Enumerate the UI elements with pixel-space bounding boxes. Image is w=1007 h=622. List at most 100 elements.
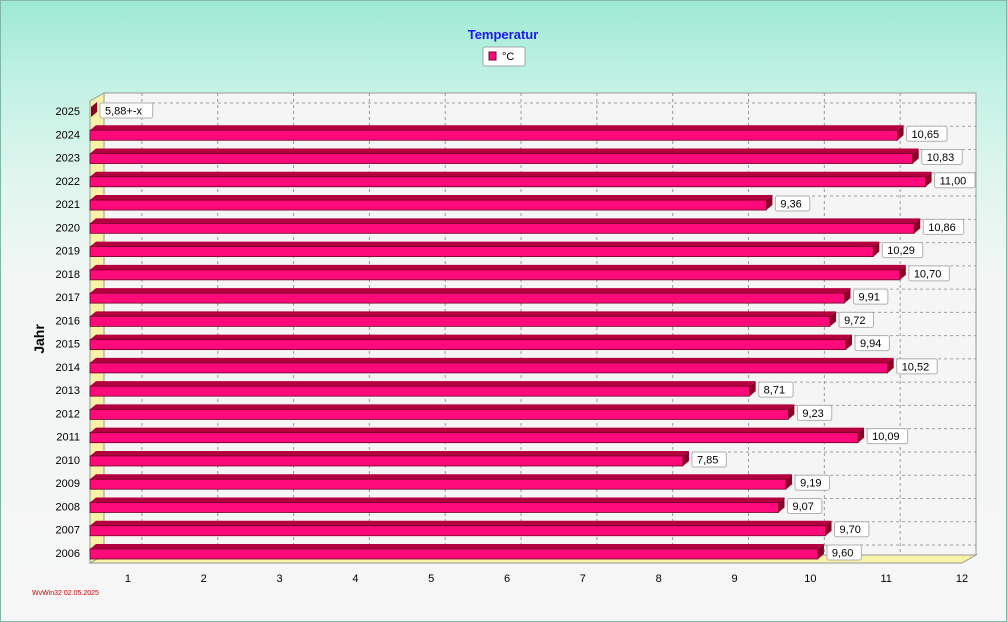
- y-tick-label: 2011: [56, 432, 80, 444]
- x-tick-label: 6: [504, 573, 510, 585]
- y-tick-label: 2022: [56, 176, 80, 188]
- data-label-box: [826, 544, 862, 561]
- data-label-text: 9,07: [793, 501, 814, 513]
- bar-top-face: [90, 474, 793, 480]
- data-label-box: [854, 335, 890, 352]
- bar-top-face: [90, 520, 832, 526]
- bar-series: [89, 102, 932, 560]
- data-label: 9,07: [787, 497, 823, 514]
- bar-top-face: [90, 381, 756, 387]
- bar-end-face: [830, 311, 837, 327]
- bar: [89, 148, 919, 164]
- data-label-box: [774, 195, 811, 212]
- y-tick-label: 2006: [56, 548, 80, 560]
- data-label-box: [906, 125, 948, 142]
- data-label: 10,70: [908, 265, 950, 282]
- bar-front-face: [89, 385, 751, 397]
- data-label-text: 5,88+-x: [105, 106, 142, 118]
- data-label: 9,19: [794, 474, 830, 491]
- bar-top-face: [90, 241, 880, 247]
- y-tick-label: 2014: [56, 362, 80, 374]
- data-label-box: [838, 311, 874, 328]
- x-tick-label: 2: [201, 573, 207, 585]
- data-label-box: [99, 102, 154, 119]
- data-label-text: 9,23: [802, 408, 823, 420]
- bar-front-face: [89, 315, 831, 327]
- data-label: 10,09: [866, 428, 909, 445]
- bar-top-face: [90, 125, 904, 131]
- data-label-text: 11,00: [940, 175, 967, 187]
- bar-end-face: [887, 357, 894, 373]
- y-tick-label: 2015: [56, 339, 80, 351]
- data-label-text: 10,29: [887, 245, 915, 257]
- bar-end-face: [899, 264, 906, 280]
- bar: [89, 544, 824, 560]
- bar-end-face: [845, 334, 852, 350]
- bar-top-face: [90, 450, 689, 456]
- bar: [89, 334, 852, 351]
- bar-top-face: [90, 334, 852, 340]
- bar-top-face: [90, 311, 837, 317]
- data-label-box: [758, 381, 794, 398]
- bar-front-face: [89, 362, 889, 374]
- bar-end-face: [925, 171, 932, 187]
- data-label-text: 9,19: [800, 478, 821, 490]
- bar-end-face: [914, 218, 921, 234]
- data-label: 9,91: [852, 288, 889, 305]
- bar-end-face: [912, 148, 919, 164]
- data-label-text: 7,85: [697, 454, 718, 466]
- data-label-box: [834, 521, 870, 538]
- y-tick-label: 2016: [56, 315, 80, 327]
- data-label-text: 10,70: [914, 268, 942, 280]
- bar-end-face: [788, 404, 795, 420]
- bar-front-face: [89, 199, 767, 211]
- y-tick-label: 2018: [56, 269, 80, 281]
- data-label-box: [787, 497, 823, 514]
- bar-end-face: [682, 450, 689, 466]
- x-tick-label: 7: [580, 573, 586, 585]
- bar: [89, 171, 932, 188]
- data-label-box: [934, 172, 976, 189]
- bar: [89, 427, 865, 444]
- bar-end-face: [749, 381, 756, 397]
- chart-title: Temperatur: [468, 27, 539, 42]
- bar-top-face: [90, 264, 906, 270]
- bar: [89, 241, 880, 257]
- data-label-text: 9,70: [840, 524, 861, 536]
- bar-end-face: [858, 427, 865, 443]
- bar-front-face: [89, 129, 898, 141]
- bar-front-face: [89, 292, 845, 304]
- data-label-box: [852, 288, 889, 305]
- data-label: 7,85: [691, 451, 727, 468]
- bar-end-face: [817, 544, 824, 559]
- bar-top-face: [90, 497, 785, 503]
- bar-top-face: [90, 404, 795, 410]
- bar: [89, 357, 894, 374]
- bar-end-face: [873, 241, 880, 257]
- data-label: 9,94: [854, 335, 890, 352]
- y-tick-label: 2012: [56, 408, 80, 420]
- data-label-text: 10,65: [912, 129, 940, 141]
- bar-top-face: [90, 427, 865, 433]
- bar-front-face: [89, 339, 847, 351]
- x-tick-label: 9: [731, 573, 737, 585]
- x-tick-label: 10: [804, 573, 816, 585]
- x-tick-label: 4: [352, 573, 358, 585]
- bar: [89, 264, 906, 281]
- bar-top-face: [90, 195, 773, 201]
- bar-top-face: [90, 544, 824, 549]
- x-tick-label: 5: [428, 573, 434, 585]
- bar-front-face: [89, 525, 826, 537]
- bar: [89, 520, 832, 537]
- data-label-box: [691, 451, 727, 468]
- bar-end-face: [844, 288, 851, 304]
- y-tick-label: 2010: [56, 455, 80, 467]
- data-label: 10,65: [906, 125, 948, 142]
- data-label-text: 9,94: [860, 338, 881, 350]
- data-label-box: [921, 149, 963, 166]
- data-label-text: 10,83: [927, 152, 955, 164]
- data-label: 10,86: [922, 218, 965, 235]
- x-tick-label: 11: [880, 573, 891, 585]
- legend: °C: [482, 46, 526, 67]
- bar-front-face: [89, 548, 819, 560]
